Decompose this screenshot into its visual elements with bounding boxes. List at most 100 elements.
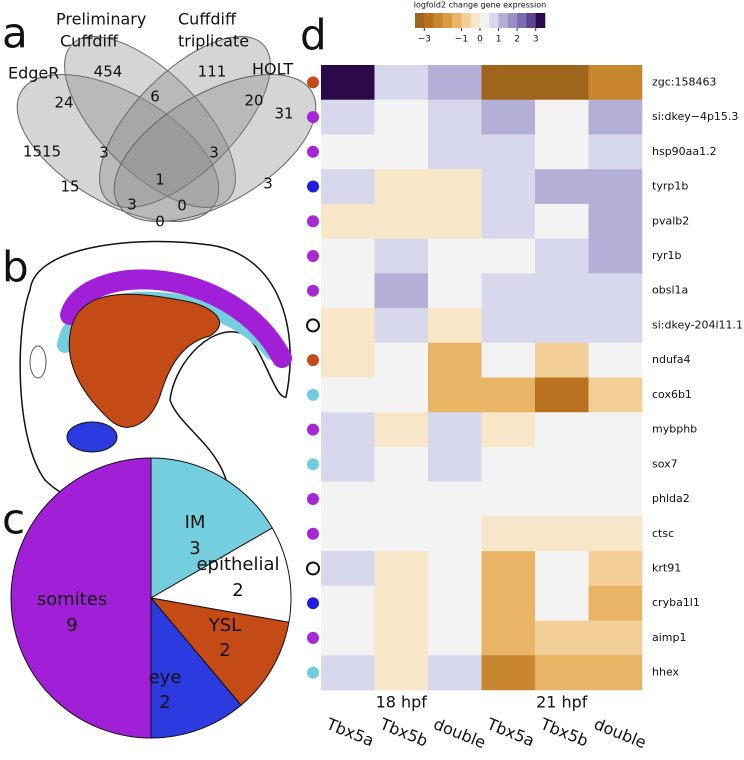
heatmap-cell: [374, 412, 429, 448]
heatmap-cell: [321, 203, 375, 239]
row-annotation-dot: [307, 354, 319, 367]
heatmap-cell: [535, 481, 589, 517]
row-annotation-dot: [307, 423, 319, 436]
heatmap-cell: [588, 481, 643, 517]
colorbar-swatch: [433, 13, 444, 28]
heatmap-cell: [588, 377, 643, 413]
colorbar-swatch: [517, 13, 527, 28]
colorbar-title: logfold2 change gene expression: [414, 1, 547, 10]
venn-count: 6: [150, 88, 160, 106]
row-label: zgc:158463: [652, 75, 717, 88]
pie-label: YSL: [208, 615, 241, 636]
row-label: cryba1l1: [652, 596, 700, 609]
heatmap-cell: [588, 238, 643, 274]
pie-label: epithelial: [196, 554, 279, 575]
column-label: Tbx5a: [323, 714, 377, 750]
heatmap-cell: [481, 377, 536, 413]
heatmap-cell: [535, 377, 589, 413]
row-label: phlda2: [652, 492, 690, 505]
colorbar-swatch: [507, 13, 518, 28]
heatmap-cell: [374, 655, 429, 691]
heatmap-cell: [535, 238, 589, 274]
heatmap-cell: [535, 342, 589, 378]
colorbar-swatch: [461, 13, 472, 28]
heatmap-cell: [321, 446, 375, 482]
heatmap-cell: [374, 446, 429, 482]
colorbar-swatch: [526, 13, 537, 28]
pie-slice: [149, 527, 292, 623]
colorbar-tick-label: 1: [496, 35, 502, 45]
heatmap-cell: [374, 273, 429, 309]
heatmap-cell: [321, 308, 375, 344]
row-annotation-dot: [307, 458, 319, 471]
venn-count: 15: [60, 178, 79, 196]
heatmap-cell: [535, 446, 589, 482]
pie-value: 3: [189, 538, 200, 559]
pie-label: IM: [185, 512, 206, 533]
pie-value: 9: [66, 615, 77, 636]
colorbar-swatch: [489, 13, 499, 28]
yolk-syncytial-layer: [68, 293, 220, 428]
heatmap-cell: [481, 342, 536, 378]
heatmap-cell: [481, 65, 536, 101]
row-label: hhex: [652, 666, 680, 679]
row-annotation-dot: [307, 76, 319, 89]
heatmap-cell: [374, 308, 429, 344]
heatmap-cell: [588, 203, 643, 239]
heatmap-cell: [481, 655, 536, 691]
venn-set-label: triplicate: [178, 32, 249, 51]
heatmap-cell: [374, 169, 429, 205]
row-annotation-dot: [306, 561, 320, 576]
venn-count: 31: [274, 105, 293, 123]
heatmap-cell: [481, 238, 536, 274]
heatmap-cell: [588, 169, 643, 205]
heatmap-cell: [428, 551, 482, 587]
row-annotation-dot: [307, 284, 319, 297]
colorbar-tick-label: 3: [533, 35, 539, 45]
venn-set-label: Cuffdiff: [60, 32, 119, 51]
heatmap-cell: [481, 134, 536, 170]
heatmap-cell: [588, 516, 643, 552]
somites: [60, 269, 292, 368]
venn-count: 0: [155, 213, 165, 231]
row-annotation-dot: [307, 388, 319, 401]
heatmap-cell: [321, 655, 375, 691]
heatmap-cell: [428, 308, 482, 344]
venn-count: 3: [209, 144, 219, 162]
colorbar-swatch: [442, 13, 453, 28]
heatmap-cell: [428, 99, 482, 135]
venn-diagram: [16, 36, 317, 223]
heatmap-cell: [321, 273, 375, 309]
heatmap-cell: [321, 620, 375, 656]
heatmap-cell: [588, 655, 643, 691]
heatmap-cell: [374, 134, 429, 170]
venn-set: [99, 36, 271, 208]
heatmap-cell: [374, 620, 429, 656]
heatmap-cell: [481, 516, 536, 552]
heatmap-cell: [321, 551, 375, 587]
venn-count: 20: [244, 92, 263, 110]
row-annotation-dot: [307, 527, 319, 540]
heatmap-cell: [374, 99, 429, 135]
colorbar-swatch: [415, 13, 425, 28]
heatmap-cell: [588, 273, 643, 309]
pie-value: 2: [232, 580, 243, 601]
heatmap-cell: [374, 481, 429, 517]
heatmap-cell: [481, 308, 536, 344]
row-annotation-dot: [307, 249, 319, 262]
heatmap-cell: [321, 169, 375, 205]
row-annotation-dot: [307, 111, 319, 124]
heatmap-cell: [374, 65, 429, 101]
heatmap-cell: [481, 551, 536, 587]
heatmap-cell: [588, 308, 643, 344]
venn-count: 3: [127, 196, 137, 214]
pie-slice: [150, 596, 242, 739]
venn-count: 111: [198, 63, 227, 81]
heatmap-cell: [374, 516, 429, 552]
venn-set: [64, 36, 236, 208]
heatmap-cell: [321, 99, 375, 135]
row-label: si:dkey−4p15.3: [652, 110, 738, 123]
column-label: Tbx5b: [376, 714, 430, 751]
heatmap-cell: [481, 273, 536, 309]
